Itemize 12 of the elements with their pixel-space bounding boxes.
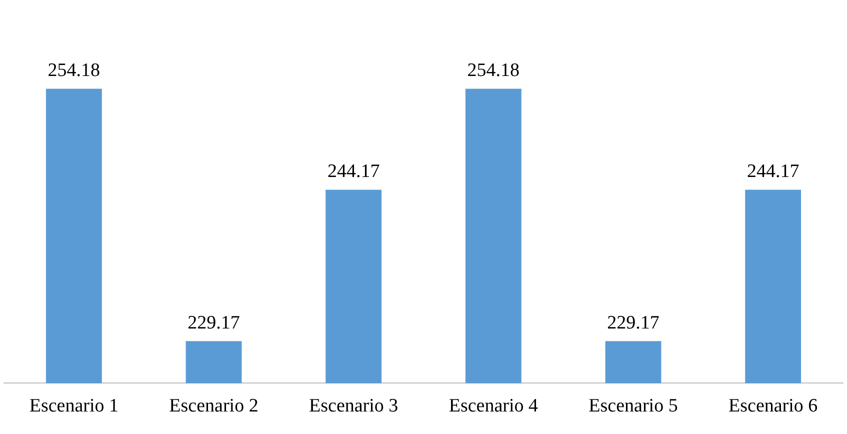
x-tick-label: Escenario 1 [29, 396, 118, 417]
data-label: 254.18 [48, 60, 100, 82]
x-tick-label: Escenario 4 [448, 396, 538, 417]
x-tick-label: Escenario 6 [728, 396, 818, 417]
data-label: 254.18 [467, 60, 520, 82]
x-tick-label: Escenario 2 [169, 396, 258, 417]
data-label: 229.17 [188, 312, 240, 334]
x-tick-label: Escenario 3 [309, 396, 398, 417]
x-tick-label: Escenario 5 [588, 396, 678, 417]
data-label: 244.17 [327, 161, 380, 182]
data-label: 244.17 [746, 161, 800, 182]
data-label: 229.17 [607, 312, 660, 334]
